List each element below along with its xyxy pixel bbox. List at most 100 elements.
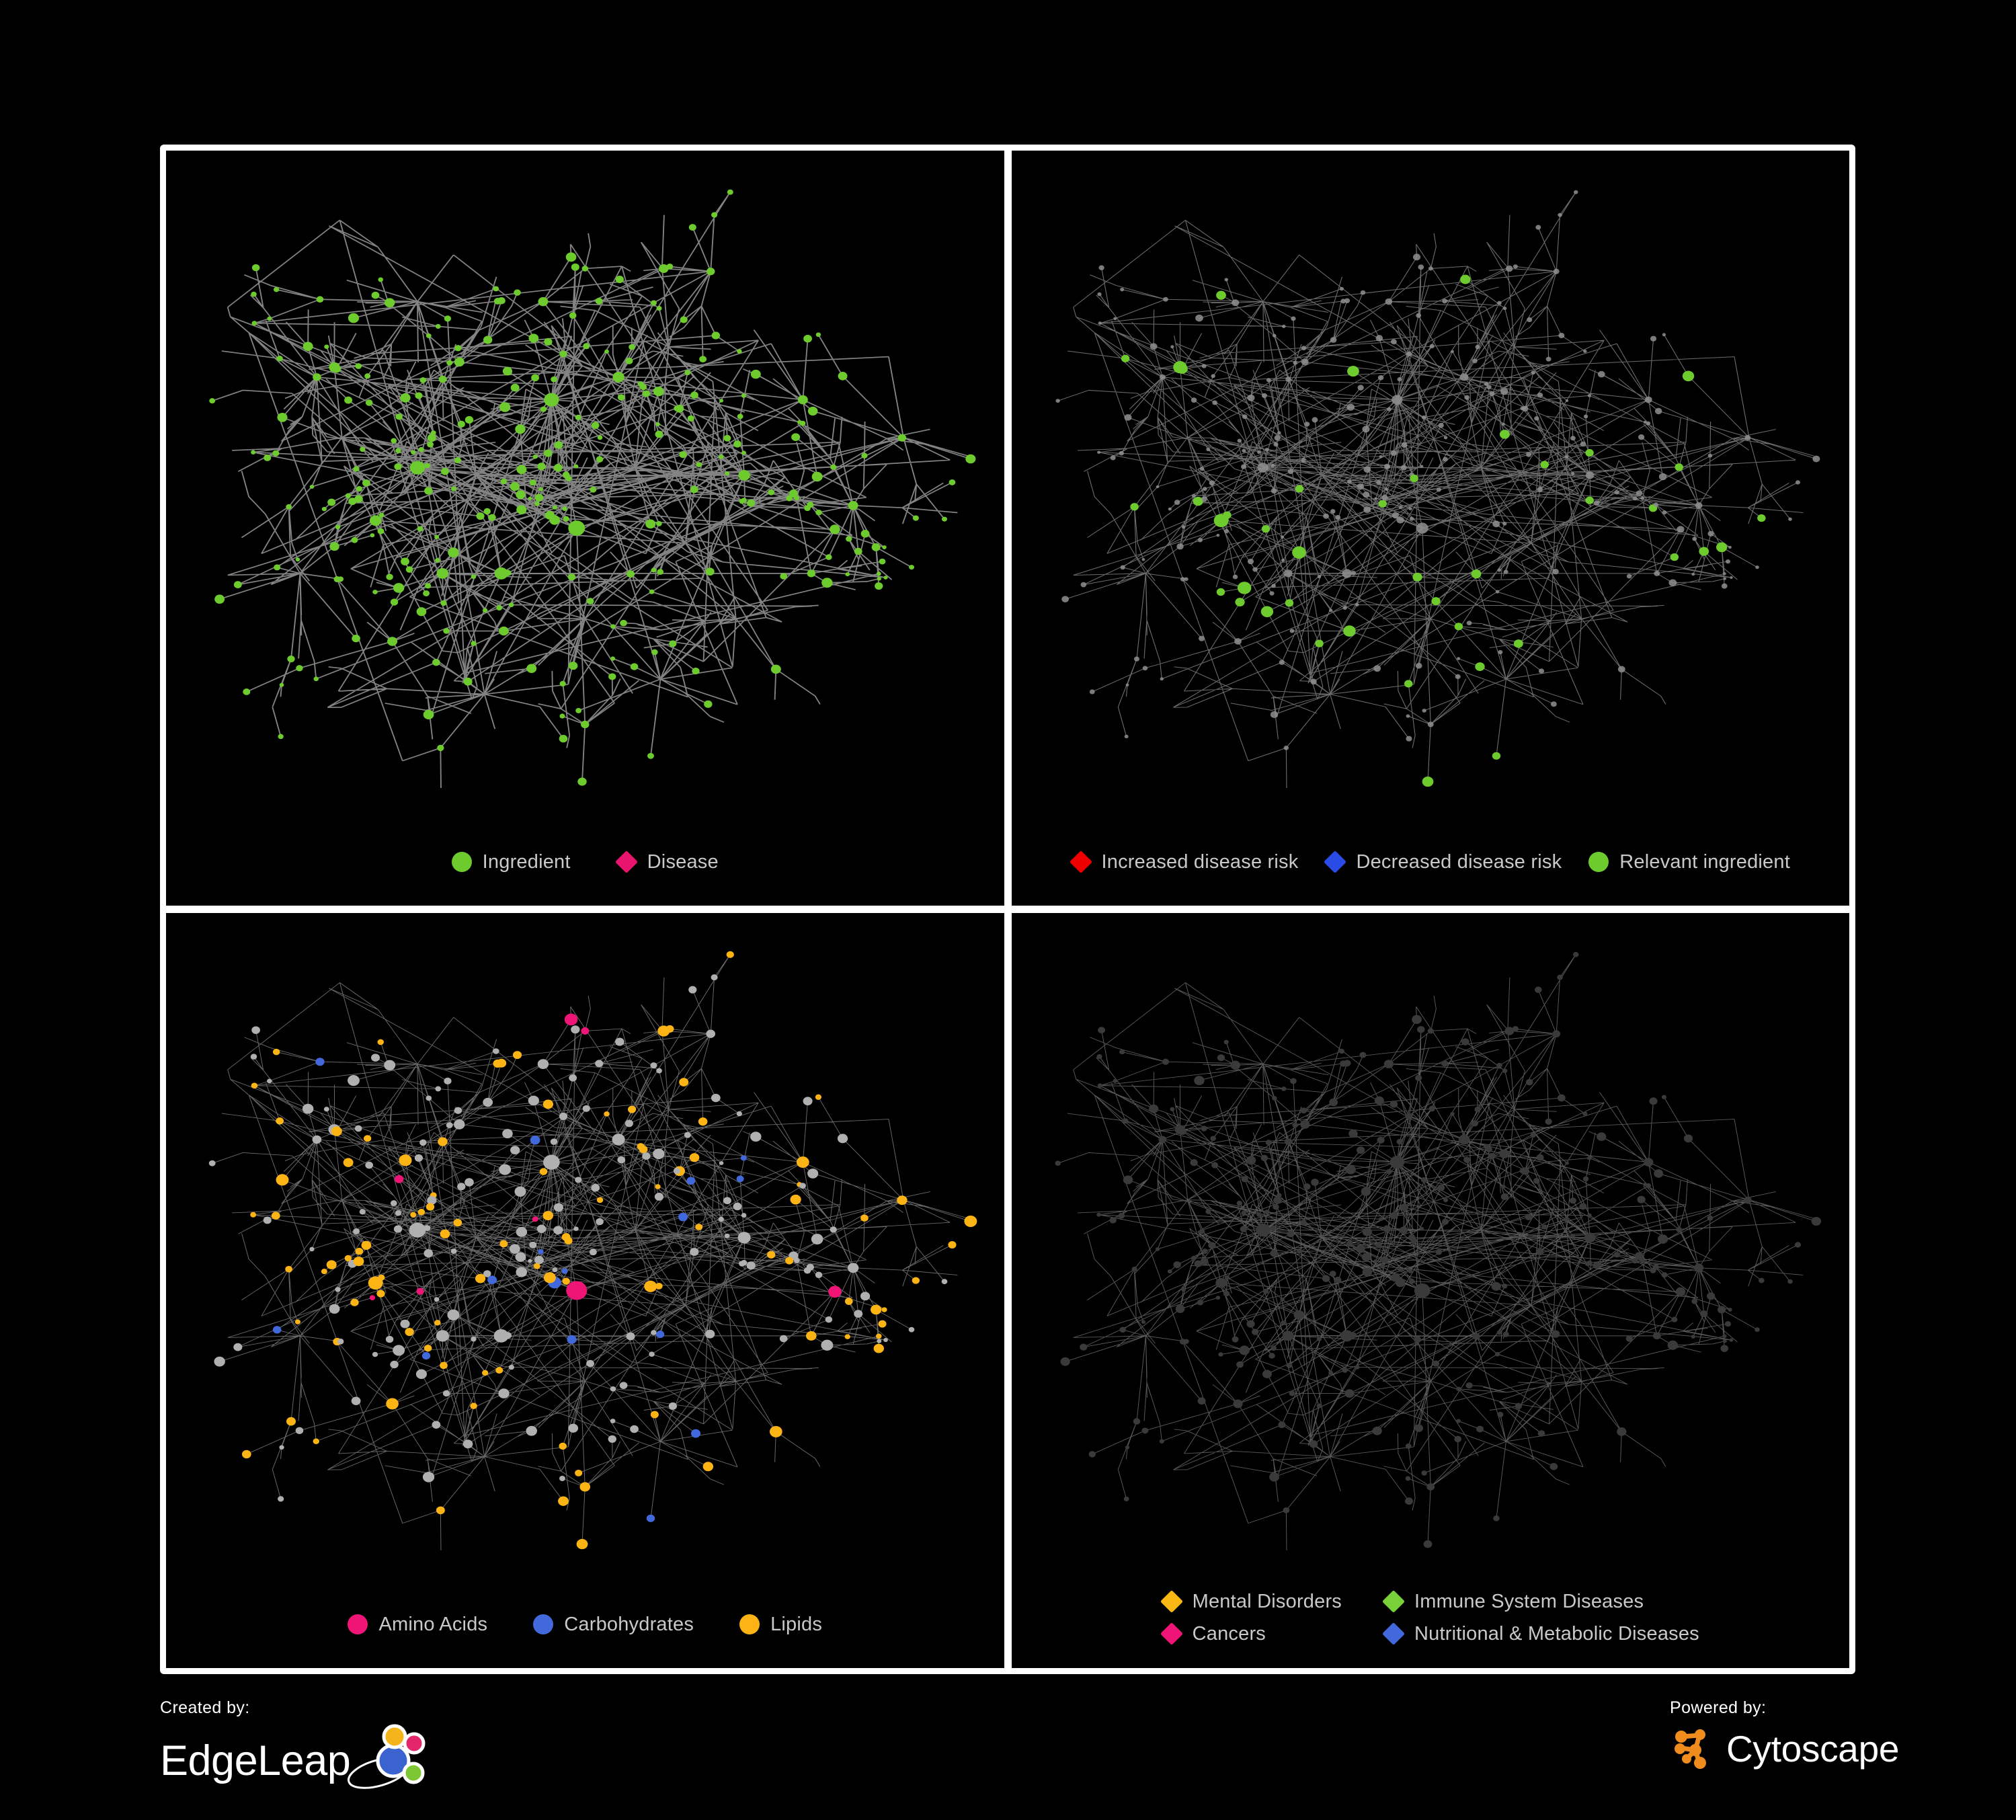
network-node-circle[interactable] [1483, 1144, 1489, 1150]
network-node-circle[interactable] [586, 598, 594, 604]
network-node-circle[interactable] [1729, 576, 1733, 580]
network-node-circle[interactable] [581, 720, 590, 729]
network-node-circle[interactable] [1372, 1426, 1382, 1435]
network-node-circle[interactable] [1242, 414, 1247, 420]
network-node-circle[interactable] [1652, 1332, 1661, 1340]
network-node-circle[interactable] [526, 1425, 537, 1436]
network-node-circle[interactable] [432, 1421, 441, 1429]
network-node-circle[interactable] [736, 1111, 742, 1117]
network-node-circle[interactable] [1675, 1287, 1685, 1296]
network-node-circle[interactable] [1706, 1292, 1715, 1300]
network-node-circle[interactable] [1162, 296, 1168, 302]
network-node-circle[interactable] [1430, 597, 1441, 606]
network-node-circle[interactable] [543, 1154, 560, 1170]
network-node-circle[interactable] [1342, 1368, 1348, 1373]
network-node-circle[interactable] [510, 1146, 520, 1155]
network-node-circle[interactable] [495, 1367, 503, 1374]
network-node-circle[interactable] [582, 1105, 590, 1112]
network-node-circle[interactable] [1349, 1332, 1357, 1339]
network-node-circle[interactable] [1414, 1424, 1423, 1432]
network-node-circle[interactable] [313, 1438, 319, 1444]
network-node-circle[interactable] [493, 298, 501, 305]
network-node-circle[interactable] [1586, 1156, 1592, 1160]
network-node-circle[interactable] [596, 1197, 604, 1203]
network-node-circle[interactable] [941, 1279, 948, 1285]
network-node-circle[interactable] [821, 578, 833, 588]
network-node-circle[interactable] [434, 535, 440, 539]
network-node-circle[interactable] [508, 1364, 514, 1370]
network-node-circle[interactable] [540, 406, 547, 412]
network-node-circle[interactable] [1362, 1267, 1372, 1277]
network-node-circle[interactable] [1455, 1386, 1461, 1392]
network-node-circle[interactable] [1812, 455, 1820, 463]
network-node-circle[interactable] [1471, 358, 1478, 364]
network-canvas-nutrient-class[interactable] [166, 913, 1004, 1668]
network-node-circle[interactable] [581, 266, 589, 272]
network-node-circle[interactable] [1415, 313, 1421, 318]
network-node-circle[interactable] [462, 1439, 473, 1449]
legend-item-mental-disorders[interactable]: Mental Disorders [1160, 1590, 1342, 1613]
legend-item-immune-system-diseases[interactable]: Immune System Diseases [1382, 1590, 1699, 1613]
network-node-circle[interactable] [263, 1216, 272, 1224]
network-node-circle[interactable] [1276, 1193, 1282, 1198]
network-node-circle[interactable] [583, 343, 590, 350]
network-node-circle[interactable] [1215, 1277, 1227, 1288]
network-node-circle[interactable] [422, 1472, 435, 1482]
network-node-circle[interactable] [386, 573, 393, 580]
legend-item-nutritional-metabolic-diseases[interactable]: Nutritional & Metabolic Diseases [1382, 1622, 1699, 1645]
legend-item-carbohydrates[interactable]: Carbohydrates [533, 1613, 694, 1636]
network-node-circle[interactable] [1246, 1320, 1255, 1328]
network-node-circle[interactable] [1404, 680, 1412, 688]
network-node-circle[interactable] [416, 1288, 424, 1295]
network-node-circle[interactable] [1675, 1226, 1682, 1232]
network-node-circle[interactable] [1441, 1218, 1449, 1225]
network-node-circle[interactable] [1643, 1158, 1653, 1166]
network-node-circle[interactable] [1596, 1132, 1606, 1142]
network-node-circle[interactable] [1168, 507, 1172, 511]
network-node-circle[interactable] [419, 377, 427, 383]
network-node-circle[interactable] [1427, 1028, 1434, 1034]
network-node-circle[interactable] [630, 1425, 639, 1433]
network-node-circle[interactable] [432, 658, 440, 666]
network-node-circle[interactable] [264, 454, 272, 461]
network-node-circle[interactable] [454, 357, 465, 367]
network-node-circle[interactable] [1293, 1310, 1304, 1320]
network-node-circle[interactable] [1232, 1336, 1239, 1343]
network-node-circle[interactable] [285, 1265, 292, 1273]
network-node-circle[interactable] [385, 1335, 394, 1343]
network-node-circle[interactable] [436, 1506, 445, 1515]
network-node-circle[interactable] [644, 1280, 657, 1292]
network-node-circle[interactable] [251, 264, 260, 272]
network-node-circle[interactable] [1459, 274, 1471, 284]
network-node-circle[interactable] [1378, 500, 1387, 508]
network-node-circle[interactable] [690, 1429, 701, 1438]
network-node-circle[interactable] [1541, 1224, 1547, 1230]
network-node-circle[interactable] [542, 1211, 553, 1221]
network-node-circle[interactable] [807, 502, 814, 508]
network-node-circle[interactable] [1537, 392, 1543, 398]
network-node-circle[interactable] [1373, 497, 1377, 500]
network-node-circle[interactable] [1272, 333, 1277, 338]
network-canvas-ingredient-disease[interactable] [166, 151, 1004, 906]
network-node-circle[interactable] [1400, 465, 1407, 471]
network-node-circle[interactable] [811, 1234, 823, 1244]
network-node-circle[interactable] [1475, 344, 1480, 350]
network-node-circle[interactable] [1339, 286, 1344, 291]
network-node-circle[interactable] [1505, 265, 1513, 272]
network-node-circle[interactable] [372, 1351, 378, 1357]
network-node-circle[interactable] [882, 545, 887, 549]
network-node-circle[interactable] [1459, 373, 1468, 381]
network-node-circle[interactable] [553, 463, 563, 472]
network-node-circle[interactable] [1717, 1306, 1726, 1314]
network-node-circle[interactable] [1536, 487, 1543, 492]
network-node-circle[interactable] [1556, 974, 1563, 980]
network-node-circle[interactable] [1443, 436, 1447, 440]
network-node-circle[interactable] [364, 373, 371, 379]
network-node-circle[interactable] [1098, 321, 1102, 325]
network-node-circle[interactable] [371, 1054, 380, 1062]
network-node-circle[interactable] [1133, 656, 1139, 662]
network-node-circle[interactable] [359, 1209, 366, 1215]
network-node-circle[interactable] [791, 433, 801, 442]
network-node-circle[interactable] [564, 1237, 573, 1244]
network-node-circle[interactable] [1500, 1185, 1506, 1189]
